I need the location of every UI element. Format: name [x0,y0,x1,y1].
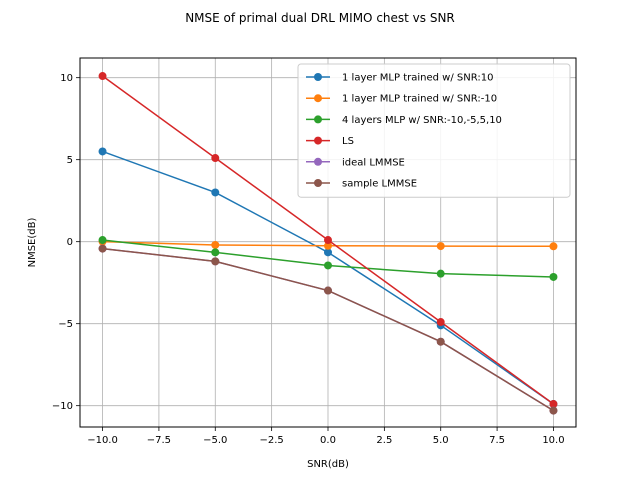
data-point [324,236,332,245]
data-point [211,188,220,197]
data-point [324,286,332,295]
data-point [98,147,107,156]
legend-label: ideal LMMSE [342,157,405,168]
legend-marker [314,136,322,145]
axis-ticks: −10.0 −7.5 −5.0 −2.5 0.0 2.5 5.0 7.5 10.0 −10 −5 0 5… [52,73,565,446]
data-point [549,406,558,415]
data-point [324,241,332,250]
legend-marker [314,94,322,103]
legend-label: 1 layer MLP trained w/ SNR:-10 [342,94,497,105]
legend-label: LS [342,136,354,147]
series-2 [98,236,558,281]
series-3 [98,72,558,409]
x-tick-label: 0.0 [320,435,336,446]
x-axis-label: SNR(dB) [307,459,349,470]
y-tick-label: −10 [52,401,73,412]
data-point [211,154,220,163]
x-tick-label: 5.0 [433,435,449,446]
x-tick-label: 10.0 [542,435,564,446]
data-point [324,261,332,270]
data-point [436,242,445,251]
data-point [436,269,445,278]
legend-label: 4 layers MLP w/ SNR:-10,-5,5,10 [342,115,502,126]
x-tick-label: 2.5 [376,435,392,446]
legend-label: sample LMMSE [342,179,417,190]
legend-entry: ideal LMMSE [306,157,405,168]
x-tick-label: −10.0 [87,435,118,446]
legend-label: 1 layer MLP trained w/ SNR:10 [342,73,493,84]
legend-marker [314,115,322,124]
y-axis-label: NMSE(dB) [27,218,38,268]
legend-entry: sample LMMSE [306,179,417,190]
legend-entry: 4 layers MLP w/ SNR:-10,-5,5,10 [306,115,502,126]
x-tick-label: −2.5 [259,435,283,446]
legend-marker [314,157,322,166]
data-point [98,236,107,245]
legend-box [297,63,571,198]
legend-marker [314,73,322,81]
plot-series [98,72,558,415]
data-point [211,240,220,249]
data-point [98,72,107,81]
data-point [549,242,558,251]
data-point [436,337,445,346]
series-5 [98,244,558,415]
x-tick-label: −5.0 [203,435,227,446]
y-tick-label: 0 [67,237,73,248]
data-point [98,244,107,253]
series-1 [98,237,558,251]
data-point [549,272,558,281]
x-tick-label: −7.5 [147,435,171,446]
chart-title: NMSE of primal dual DRL MIMO chest vs SN… [185,11,455,25]
y-tick-label: 5 [67,155,73,166]
data-point [211,248,220,257]
legend-entry: LS [306,136,354,147]
legend-entry: 1 layer MLP trained w/ SNR:10 [306,73,493,84]
legend-marker [314,179,322,187]
x-tick-label: 7.5 [489,435,505,446]
data-point [436,318,445,327]
data-point [211,257,220,266]
data-point [324,248,332,257]
data-point [549,400,558,409]
legend-entry: 1 layer MLP trained w/ SNR:-10 [306,94,497,105]
legend: 1 layer MLP trained w/ SNR:10 1 layer MLP… [297,63,571,198]
y-tick-label: 10 [60,73,73,84]
y-tick-label: −5 [58,319,73,330]
